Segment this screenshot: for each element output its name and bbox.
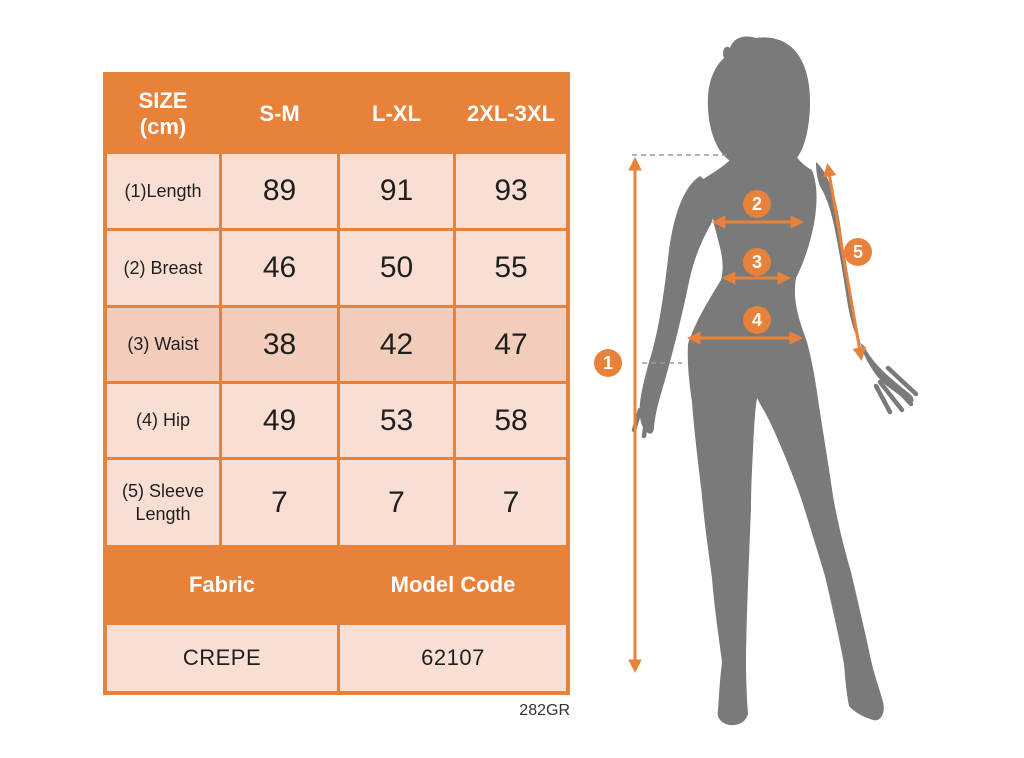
col-header-2xl-3xl: 2XL-3XL [456, 76, 566, 151]
waist-l-xl: 42 [340, 308, 453, 381]
measure-badge-sleeve: 5 [844, 238, 872, 266]
row-label-length: (1)Length [107, 154, 219, 228]
length-2xl-3xl: 93 [456, 154, 566, 228]
measure-badge-hip: 4 [743, 306, 771, 334]
measure-badge-waist: 3 [743, 248, 771, 276]
body-silhouette-graphic [628, 36, 919, 726]
measure-badge-length: 1 [594, 349, 622, 377]
waist-2xl-3xl: 47 [456, 308, 566, 381]
sleeve-l-xl: 7 [340, 460, 453, 545]
hip-s-m: 49 [222, 384, 337, 457]
sleeve-2xl-3xl: 7 [456, 460, 566, 545]
size-header-line1: SIZE [138, 88, 188, 114]
length-l-xl: 91 [340, 154, 453, 228]
breast-s-m: 46 [222, 231, 337, 305]
measure-badge-breast: 2 [743, 190, 771, 218]
product-weight-note: 282GR [519, 702, 570, 719]
row-label-breast: (2) Breast [107, 231, 219, 305]
col-header-l-xl: L-XL [340, 76, 453, 151]
row-label-hip: (4) Hip [107, 384, 219, 457]
size-header-line2: (cm) [139, 113, 187, 139]
woman-silhouette [631, 36, 919, 726]
size-header-cell: SIZE (cm) [107, 76, 219, 151]
row-label-waist: (3) Waist [107, 308, 219, 381]
length-s-m: 89 [222, 154, 337, 228]
model-code-header: Model Code [340, 548, 566, 622]
measurement-diagram: 1 2 3 4 5 [580, 10, 1020, 755]
row-label-sleeve: (5) Sleeve Length [107, 460, 219, 545]
waist-s-m: 38 [222, 308, 337, 381]
fabric-header: Fabric [107, 548, 337, 622]
sleeve-arrow [822, 163, 867, 361]
hip-l-xl: 53 [340, 384, 453, 457]
breast-l-xl: 50 [340, 231, 453, 305]
sleeve-s-m: 7 [222, 460, 337, 545]
breast-2xl-3xl: 55 [456, 231, 566, 305]
hip-2xl-3xl: 58 [456, 384, 566, 457]
size-table: SIZE (cm) S-M L-XL 2XL-3XL (1)Length 89 … [103, 72, 570, 695]
model-code-value: 62107 [340, 625, 566, 691]
fabric-value: CREPE [107, 625, 337, 691]
col-header-s-m: S-M [222, 76, 337, 151]
